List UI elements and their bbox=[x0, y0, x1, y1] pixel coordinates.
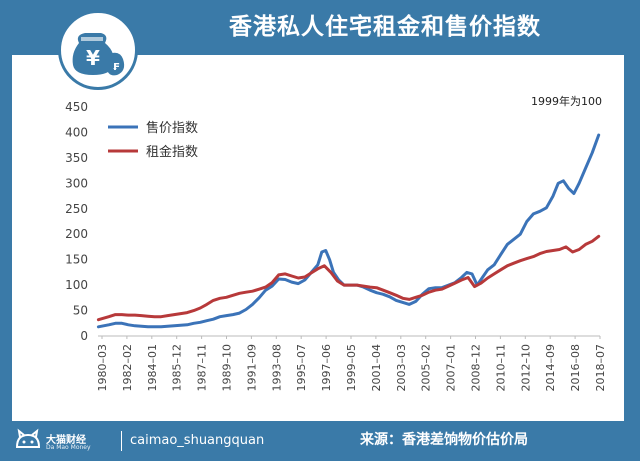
legend-label: 售价指数 bbox=[146, 120, 198, 136]
y-tick-label: 300 bbox=[65, 176, 88, 190]
x-tick-label: 1997–06 bbox=[320, 344, 333, 392]
y-tick-label: 0 bbox=[80, 329, 88, 343]
y-tick-label: 50 bbox=[73, 304, 88, 318]
y-tick-label: 350 bbox=[65, 151, 88, 165]
brand-logo: 大猫财经 Da Mao Money bbox=[14, 427, 114, 455]
x-tick-label: 2018–07 bbox=[594, 344, 607, 392]
y-tick-label: 150 bbox=[65, 253, 88, 267]
x-tick-label: 1991–09 bbox=[245, 344, 258, 392]
y-tick-label: 400 bbox=[65, 125, 88, 139]
x-tick-label: 1984–01 bbox=[146, 344, 159, 392]
rent-index-line bbox=[96, 234, 601, 322]
money-bag-icon: ¥ ₣ bbox=[58, 10, 138, 90]
brand-name: 大猫财经 bbox=[46, 435, 86, 446]
base-year-note: 1999年为100 bbox=[531, 95, 602, 108]
x-tick-label: 2003–03 bbox=[395, 344, 408, 392]
x-tick-label: 2007–01 bbox=[445, 344, 458, 392]
footer-divider bbox=[121, 431, 122, 451]
cat-logo-icon bbox=[15, 428, 41, 448]
line-chart: 0 50 100 150 200 250 300 350 400 450 1980–03 1982–0… bbox=[65, 100, 607, 392]
x-tick-label: 1993–08 bbox=[270, 344, 283, 392]
x-tick-label: 2008–12 bbox=[470, 344, 483, 392]
y-tick-label: 250 bbox=[65, 202, 88, 216]
x-tick-label: 1980–03 bbox=[96, 344, 109, 392]
y-tick-label: 200 bbox=[65, 227, 88, 241]
x-tick-label: 1999–05 bbox=[345, 344, 358, 392]
x-tick-label: 1987–11 bbox=[196, 344, 209, 392]
brand-name-en: Da Mao Money bbox=[46, 444, 91, 451]
x-tick-label: 1985–12 bbox=[171, 344, 184, 392]
footer-bar: 大猫财经 Da Mao Money caimao_shuangquan 来源：香… bbox=[0, 421, 640, 461]
x-tick-label: 1989–10 bbox=[221, 344, 234, 392]
y-tick-label: 450 bbox=[65, 100, 88, 114]
chart-panel: 0 50 100 150 200 250 300 350 400 450 1980–03 1982–0… bbox=[12, 55, 624, 421]
x-tick-label: 1982–02 bbox=[121, 344, 134, 392]
price-index-line bbox=[96, 133, 601, 329]
x-tick-label: 2016–08 bbox=[569, 344, 582, 392]
x-tick-label: 2001–04 bbox=[370, 344, 383, 392]
account-handle: caimao_shuangquan bbox=[130, 433, 265, 448]
y-tick-label: 100 bbox=[65, 278, 88, 292]
x-tick-label: 1995–07 bbox=[295, 344, 308, 392]
x-tick-label: 2012–10 bbox=[519, 344, 532, 392]
x-tick-label: 2014–09 bbox=[544, 344, 557, 392]
legend-label: 租金指数 bbox=[146, 144, 198, 160]
data-source: 来源：香港差饷物价估价局 bbox=[360, 432, 528, 448]
yen-glyph: ¥ bbox=[86, 46, 100, 70]
chart-title: 香港私人住宅租金和售价指数 bbox=[229, 14, 541, 40]
svg-text:₣: ₣ bbox=[113, 62, 120, 73]
x-tick-label: 2010–11 bbox=[494, 344, 507, 392]
x-tick-label: 2005–02 bbox=[420, 344, 433, 392]
